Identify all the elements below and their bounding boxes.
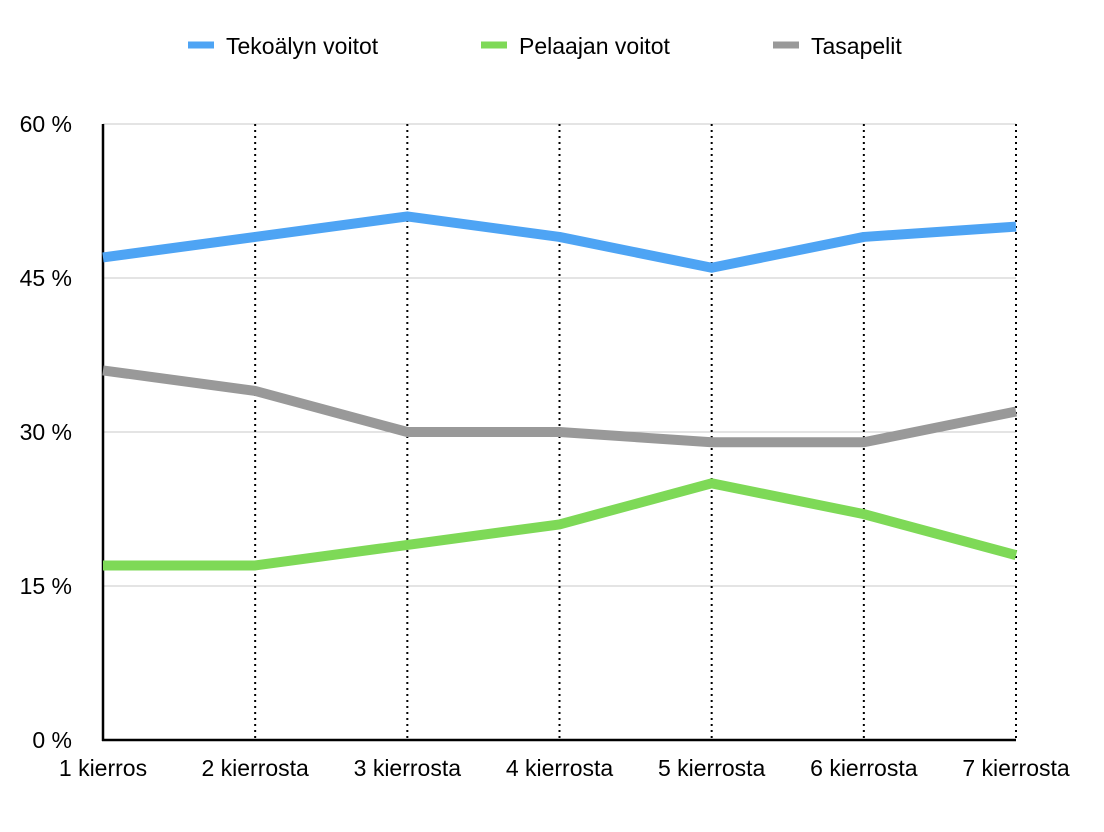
y-tick-label: 45 % [20, 265, 72, 291]
y-tick-label: 15 % [20, 573, 72, 599]
x-tick-label: 1 kierros [59, 755, 147, 781]
y-axis-tick-labels: 0 % 15 % 30 % 45 % 60 % [20, 111, 72, 753]
series-line-teko-lyn-voitot [102, 211, 1017, 273]
x-axis-tick-labels: 1 kierros 2 kierrosta 3 kierrosta 4 kierros… [59, 755, 1070, 781]
axes [101, 124, 1016, 742]
legend-label-teko-lyn-voitot: Tekoälyn voitot [226, 33, 379, 59]
x-tick-label: 3 kierrosta [354, 755, 462, 781]
x-tick-label: 5 kierrosta [658, 755, 766, 781]
legend-label-tasapelit: Tasapelit [811, 33, 902, 59]
legend: Tekoälyn voitot Pelaajan voitot Tasapelit [188, 33, 902, 59]
x-tick-label: 4 kierrosta [506, 755, 614, 781]
legend-label-pelaajan-voitot: Pelaajan voitot [519, 33, 670, 59]
series-lines [102, 211, 1018, 571]
y-tick-label: 0 % [32, 727, 72, 753]
y-tick-label: 60 % [20, 111, 72, 137]
x-tick-label: 2 kierrosta [201, 755, 309, 781]
x-tick-label: 6 kierrosta [810, 755, 918, 781]
y-tick-label: 30 % [20, 419, 72, 445]
x-tick-label: 7 kierrosta [962, 755, 1070, 781]
